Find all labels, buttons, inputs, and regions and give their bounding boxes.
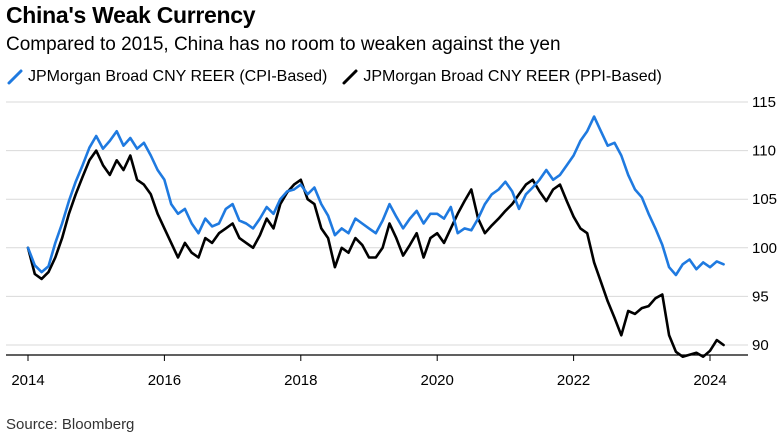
y-tick-label-90: 90 [752,337,769,354]
legend-swatch-ppi [342,69,358,85]
y-tick-label-95: 95 [752,288,769,305]
series-line-cpi [26,115,725,277]
y-tick-label-105: 105 [752,191,777,208]
legend-swatch-line-cpi [7,69,23,85]
x-tick-label-2018: 2018 [284,372,317,389]
x-tick-label-2016: 2016 [148,372,181,389]
y-tick-label-110: 110 [752,143,776,160]
legend: JPMorgan Broad CNY REER (CPI-Based) JPMo… [6,68,676,86]
legend-swatch-cpi [7,69,23,85]
legend-swatch-line-ppi [342,69,358,85]
x-tick-label-2014: 2014 [11,372,44,389]
y-tick-label-115: 115 [752,94,776,111]
chart-title: China's Weak Currency [6,2,256,28]
x-tick-label-2024: 2024 [693,372,726,389]
legend-item-ppi: JPMorgan Broad CNY REER (PPI-Based) [341,68,662,86]
legend-label-ppi: JPMorgan Broad CNY REER (PPI-Based) [363,68,662,85]
source-note: Source: Bloomberg [6,416,135,433]
x-tick-label-2020: 2020 [421,372,454,389]
chart-subtitle: Compared to 2015, China has no room to w… [6,34,561,55]
legend-label-cpi: JPMorgan Broad CNY REER (CPI-Based) [28,68,328,85]
series-line-ppi [26,149,725,359]
legend-item-cpi: JPMorgan Broad CNY REER (CPI-Based) [6,68,327,86]
x-tick-label-2022: 2022 [557,372,590,389]
y-tick-label-100: 100 [752,240,777,257]
